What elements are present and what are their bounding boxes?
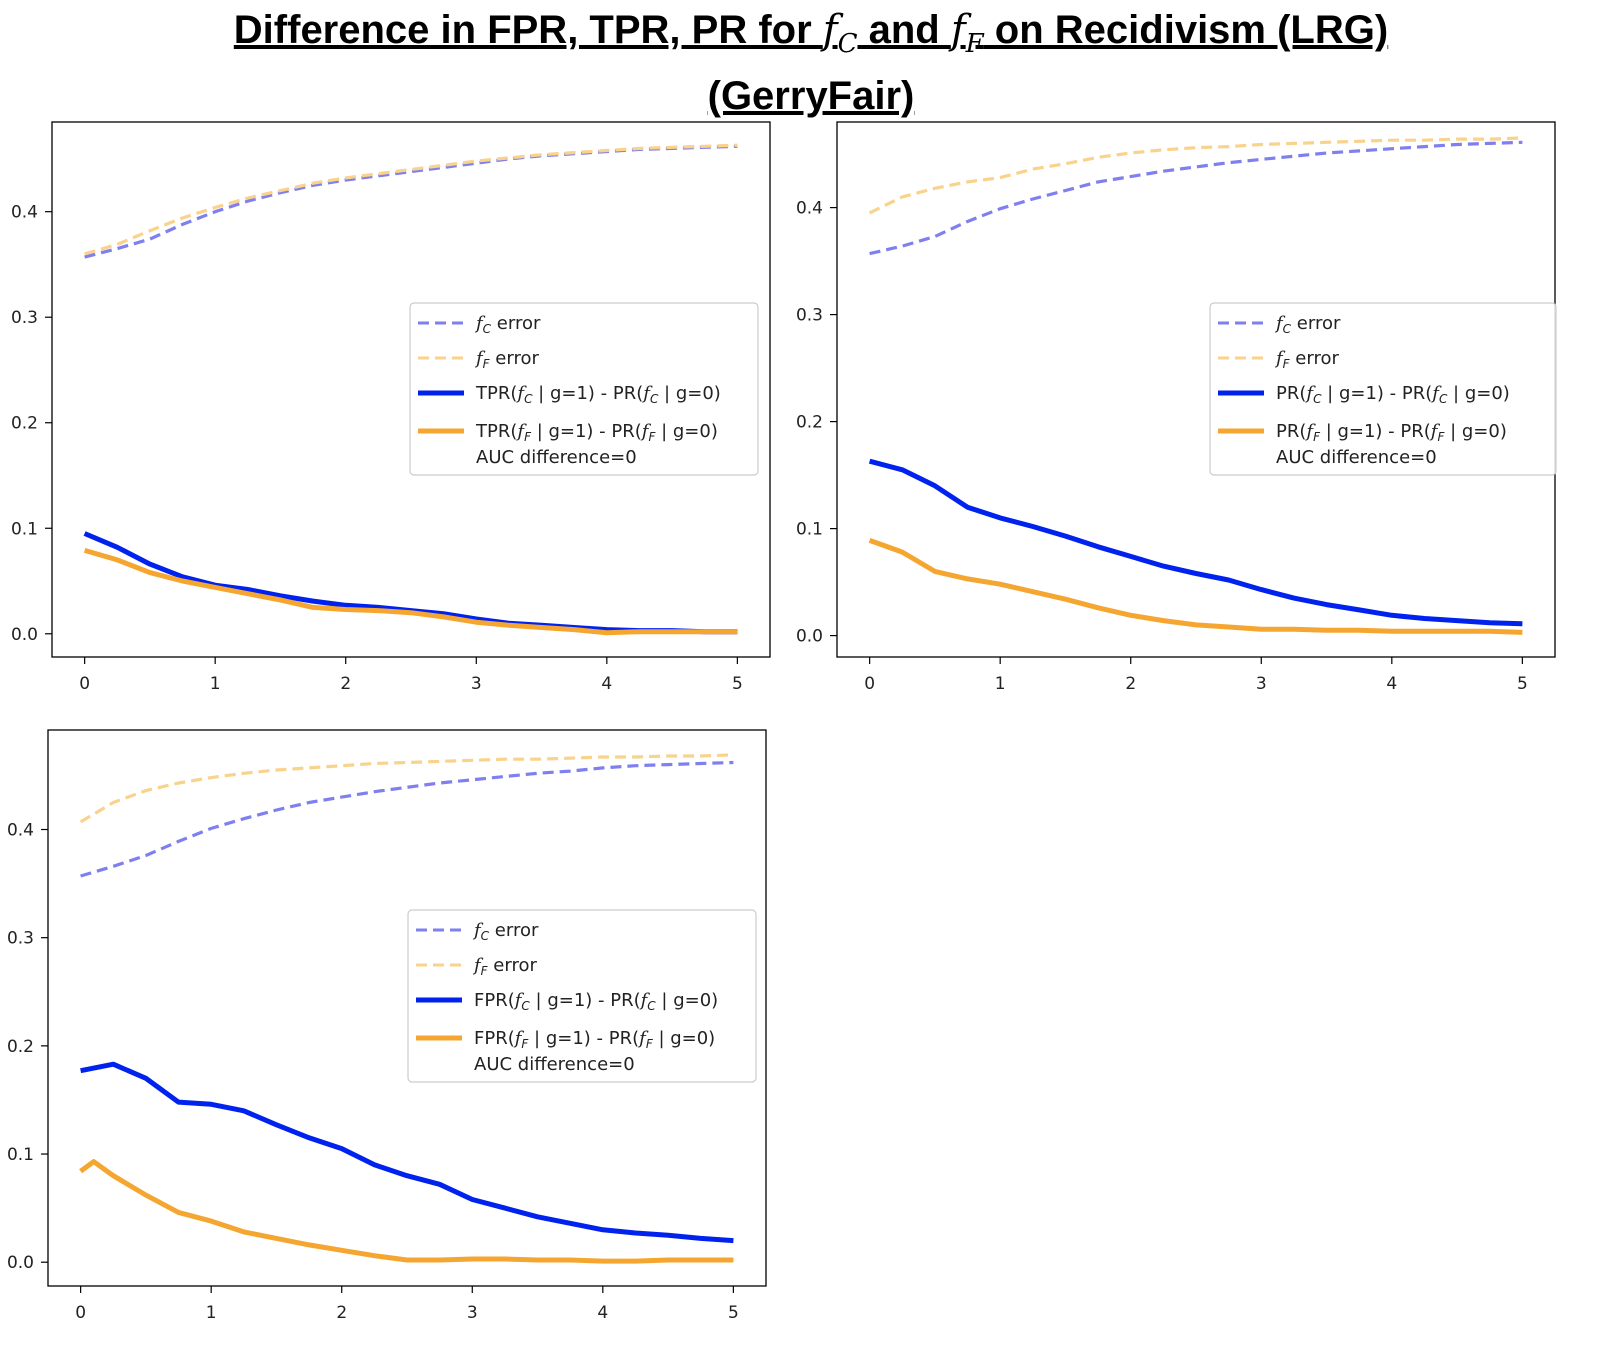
title-and: and [857,8,951,52]
y-tick-label: 0.1 [7,1145,34,1165]
legend-entry: PR(fC | g=1) - PR(fC | g=0) [1276,383,1510,406]
series-line [868,458,1523,627]
series-line [79,1159,734,1264]
y-tick-label: 0.0 [796,627,823,647]
series-line [84,143,738,256]
y-tick-label: 0.3 [796,306,823,326]
x-tick-label: 5 [728,1303,739,1323]
legend-entry: fC error [1274,313,1341,336]
legend-entry: fF error [472,955,537,978]
x-tick-label: 5 [732,674,743,694]
plot-area-frame [51,121,771,658]
y-tick-label: 0.4 [796,199,823,219]
title-fc-symbol: fC [822,7,858,59]
legend-entry: fF error [474,348,539,371]
series-line [868,136,1523,215]
x-tick-label: 4 [601,674,612,694]
y-tick-label: 0.4 [11,203,38,223]
y-tick-label: 0.4 [7,821,34,841]
x-tick-label: 1 [206,1303,217,1323]
x-tick-label: 2 [340,674,351,694]
y-tick-label: 0.2 [796,413,823,433]
y-tick-label: 0.2 [7,1037,34,1057]
y-tick-label: 0.3 [7,929,34,949]
series-line [84,144,738,259]
legend-entry: FPR(fC | g=1) - PR(fC | g=0) [474,990,718,1013]
title-ff-symbol: fF [950,7,984,59]
series-line [83,547,738,636]
title-suffix: on Recidivism (LRG) [983,8,1389,52]
title-line2: (GerryFair) [707,74,915,118]
legend-entry: PR(fF | g=1) - PR(fF | g=0) [1276,421,1507,444]
title-prefix: Difference in FPR, TPR, PR for [233,8,823,52]
x-tick-label: 0 [79,674,90,694]
x-tick-label: 2 [1125,674,1136,694]
y-tick-label: 0.1 [11,519,38,539]
plot-area-frame [47,729,767,1287]
x-tick-label: 3 [467,1303,478,1323]
legend-box [407,909,757,1083]
legend-auc-note: AUC difference=0 [1276,447,1437,468]
y-tick-label: 0.1 [796,520,823,540]
y-tick-label: 0.0 [7,1253,34,1273]
x-tick-label: 1 [995,674,1006,694]
legend-box [1209,302,1557,476]
legend-box [409,302,759,476]
legend-entry: TPR(fF | g=1) - PR(fF | g=0) [475,421,718,444]
y-tick-label: 0.3 [11,308,38,328]
series-line [80,760,734,878]
series-line [868,538,1523,635]
legend-entry: TPR(fC | g=1) - PR(fC | g=0) [475,383,721,406]
legend-auc-note: AUC difference=0 [476,447,637,468]
legend-auc-note: AUC difference=0 [474,1054,635,1075]
series-line [869,140,1523,256]
x-tick-label: 4 [1386,674,1397,694]
series-line [80,1061,734,1244]
x-tick-label: 1 [210,674,221,694]
y-tick-label: 0.2 [11,414,38,434]
figure-title: Difference in FPR, TPR, PR for fC and fF… [0,4,1622,122]
x-tick-label: 5 [1517,674,1528,694]
x-tick-label: 0 [75,1303,86,1323]
x-tick-label: 3 [1256,674,1267,694]
x-tick-label: 3 [471,674,482,694]
y-tick-label: 0.0 [11,625,38,645]
legend-entry: FPR(fF | g=1) - PR(fF | g=0) [474,1028,715,1051]
x-tick-label: 0 [864,674,875,694]
x-tick-label: 2 [336,1303,347,1323]
series-line [79,753,734,824]
x-tick-label: 4 [597,1303,608,1323]
